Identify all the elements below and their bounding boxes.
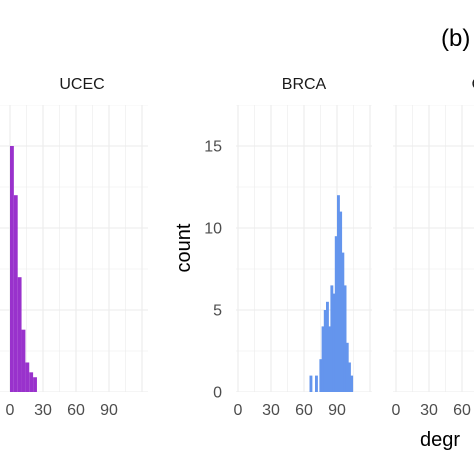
- y-tick-label: 0: [213, 385, 222, 402]
- x-tick-label: 30: [420, 402, 438, 419]
- histogram-bar: [341, 252, 345, 392]
- x-tick-label: 90: [100, 402, 118, 419]
- facet-label: BRCA: [282, 76, 327, 93]
- x-tick-label: 60: [453, 402, 471, 419]
- y-tick-label: 10: [204, 221, 222, 238]
- histogram-bar: [29, 372, 34, 392]
- histogram-bar: [323, 310, 327, 392]
- y-axis-title: count: [173, 223, 195, 272]
- x-tick-label: 30: [262, 402, 280, 419]
- x-tick-label: 0: [6, 402, 15, 419]
- facet-ovc: OVC 0 30 60: [392, 76, 474, 419]
- histogram-bar: [328, 326, 332, 392]
- bars: [10, 146, 37, 392]
- histogram-bar: [33, 377, 37, 392]
- histogram-bar: [321, 326, 325, 392]
- histogram-bar: [326, 301, 329, 392]
- x-tick-label: 90: [328, 402, 346, 419]
- x-tick-label: 60: [67, 402, 85, 419]
- x-tick-label: 30: [34, 402, 52, 419]
- histogram-bar: [348, 362, 351, 392]
- histogram-bar: [350, 375, 354, 392]
- histogram-bar: [309, 375, 313, 392]
- facet-brca: BRCA 0 30 60 90: [234, 76, 372, 419]
- x-tick-label: 0: [234, 402, 243, 419]
- grid-lines: [236, 105, 372, 392]
- facet-label: UCEC: [59, 76, 104, 93]
- x-axis-title: degr: [420, 429, 460, 451]
- x-tick-label: 0: [392, 402, 401, 419]
- histogram-bar: [10, 146, 14, 392]
- histogram-bar: [345, 342, 349, 392]
- histogram-bar: [339, 211, 343, 392]
- facet-label: OVC: [472, 76, 474, 93]
- histogram-bar: [315, 375, 318, 392]
- bars: [309, 195, 354, 392]
- histogram-bar: [337, 195, 340, 392]
- facet-ucec: UCEC 0 30 60 90: [0, 76, 148, 419]
- y-tick-label: 5: [213, 303, 222, 320]
- histogram-bar: [334, 236, 338, 392]
- grid-lines: [393, 105, 474, 392]
- histogram-bar: [17, 277, 22, 392]
- histogram-bar: [330, 285, 334, 392]
- grid-lines: [0, 105, 148, 392]
- histogram-bar: [13, 195, 18, 392]
- y-tick-label: 15: [204, 139, 222, 156]
- histogram-bar: [25, 362, 30, 392]
- histogram-bar: [343, 285, 347, 392]
- histogram-bar: [332, 293, 336, 392]
- panel-tag: (b): [441, 25, 470, 52]
- histogram-bar: [21, 329, 26, 392]
- x-tick-label: 60: [295, 402, 313, 419]
- histogram-bar: [319, 359, 323, 392]
